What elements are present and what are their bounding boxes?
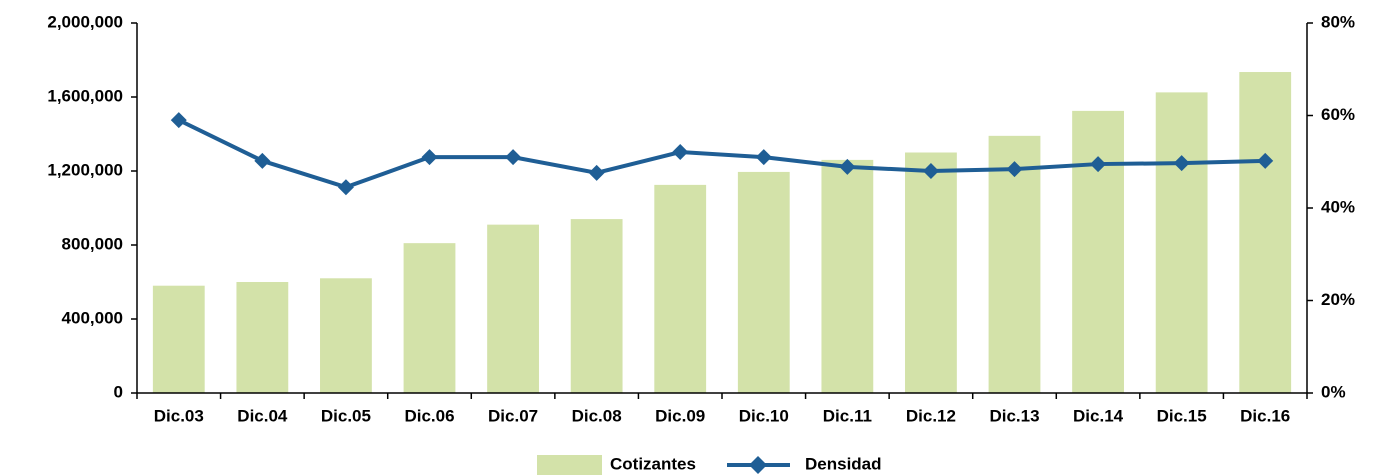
x-tick-label: Dic.16 xyxy=(1240,406,1290,425)
x-tick-label: Dic.03 xyxy=(154,406,204,425)
marker xyxy=(1006,161,1023,178)
marker xyxy=(170,112,187,129)
x-tick-label: Dic.08 xyxy=(572,406,622,425)
x-tick-label: Dic.07 xyxy=(488,406,538,425)
marker xyxy=(588,164,605,181)
legend-label: Cotizantes xyxy=(610,454,696,473)
marker xyxy=(337,179,354,196)
y-tick-label: 1,600,000 xyxy=(47,86,123,105)
marker xyxy=(421,149,438,166)
x-tick-label: Dic.14 xyxy=(1073,406,1124,425)
bar xyxy=(236,282,289,393)
y-tick-label: 800,000 xyxy=(62,234,123,253)
y-tick-label: 400,000 xyxy=(62,308,123,327)
y2-tick-label: 40% xyxy=(1321,197,1355,216)
marker xyxy=(505,149,522,166)
x-tick-label: Dic.11 xyxy=(823,406,872,425)
marker xyxy=(1090,156,1107,173)
y-tick-label: 2,000,000 xyxy=(47,12,123,31)
bar xyxy=(152,285,205,393)
line xyxy=(177,118,1266,190)
bar xyxy=(1239,72,1292,394)
x-tick-label: Dic.05 xyxy=(321,406,371,425)
bar xyxy=(737,171,790,393)
y2-tick-label: 80% xyxy=(1321,12,1355,31)
marker xyxy=(922,163,939,179)
bar xyxy=(821,159,874,393)
bar xyxy=(905,152,957,393)
bar xyxy=(320,278,372,393)
y-tick-label: 0 xyxy=(114,382,123,401)
legend-swatch xyxy=(537,455,602,475)
marker xyxy=(1173,155,1190,172)
marker xyxy=(839,158,856,175)
y2-tick-label: 60% xyxy=(1321,105,1355,124)
x-tick-label: Dic.15 xyxy=(1157,406,1207,425)
bar xyxy=(487,224,539,393)
bar xyxy=(403,243,456,393)
marker xyxy=(1257,152,1274,169)
bar xyxy=(1072,110,1124,393)
bar xyxy=(654,184,707,393)
legend-marker xyxy=(749,456,767,474)
bar xyxy=(570,219,623,393)
y2-tick-label: 0% xyxy=(1321,382,1346,401)
x-tick-label: Dic.06 xyxy=(404,406,454,425)
x-tick-label: Dic.10 xyxy=(739,406,789,425)
legend-label: Densidad xyxy=(805,454,882,473)
marker xyxy=(672,144,689,161)
x-tick-label: Dic.09 xyxy=(655,406,705,425)
bar xyxy=(988,135,1041,393)
x-tick-label: Dic.12 xyxy=(906,406,956,425)
bar xyxy=(1155,92,1208,393)
marker xyxy=(254,152,271,169)
x-tick-label: Dic.13 xyxy=(989,406,1039,425)
y-tick-label: 1,200,000 xyxy=(47,160,123,179)
y2-tick-label: 20% xyxy=(1321,290,1355,309)
x-tick-label: Dic.04 xyxy=(237,406,288,425)
marker xyxy=(755,149,772,166)
